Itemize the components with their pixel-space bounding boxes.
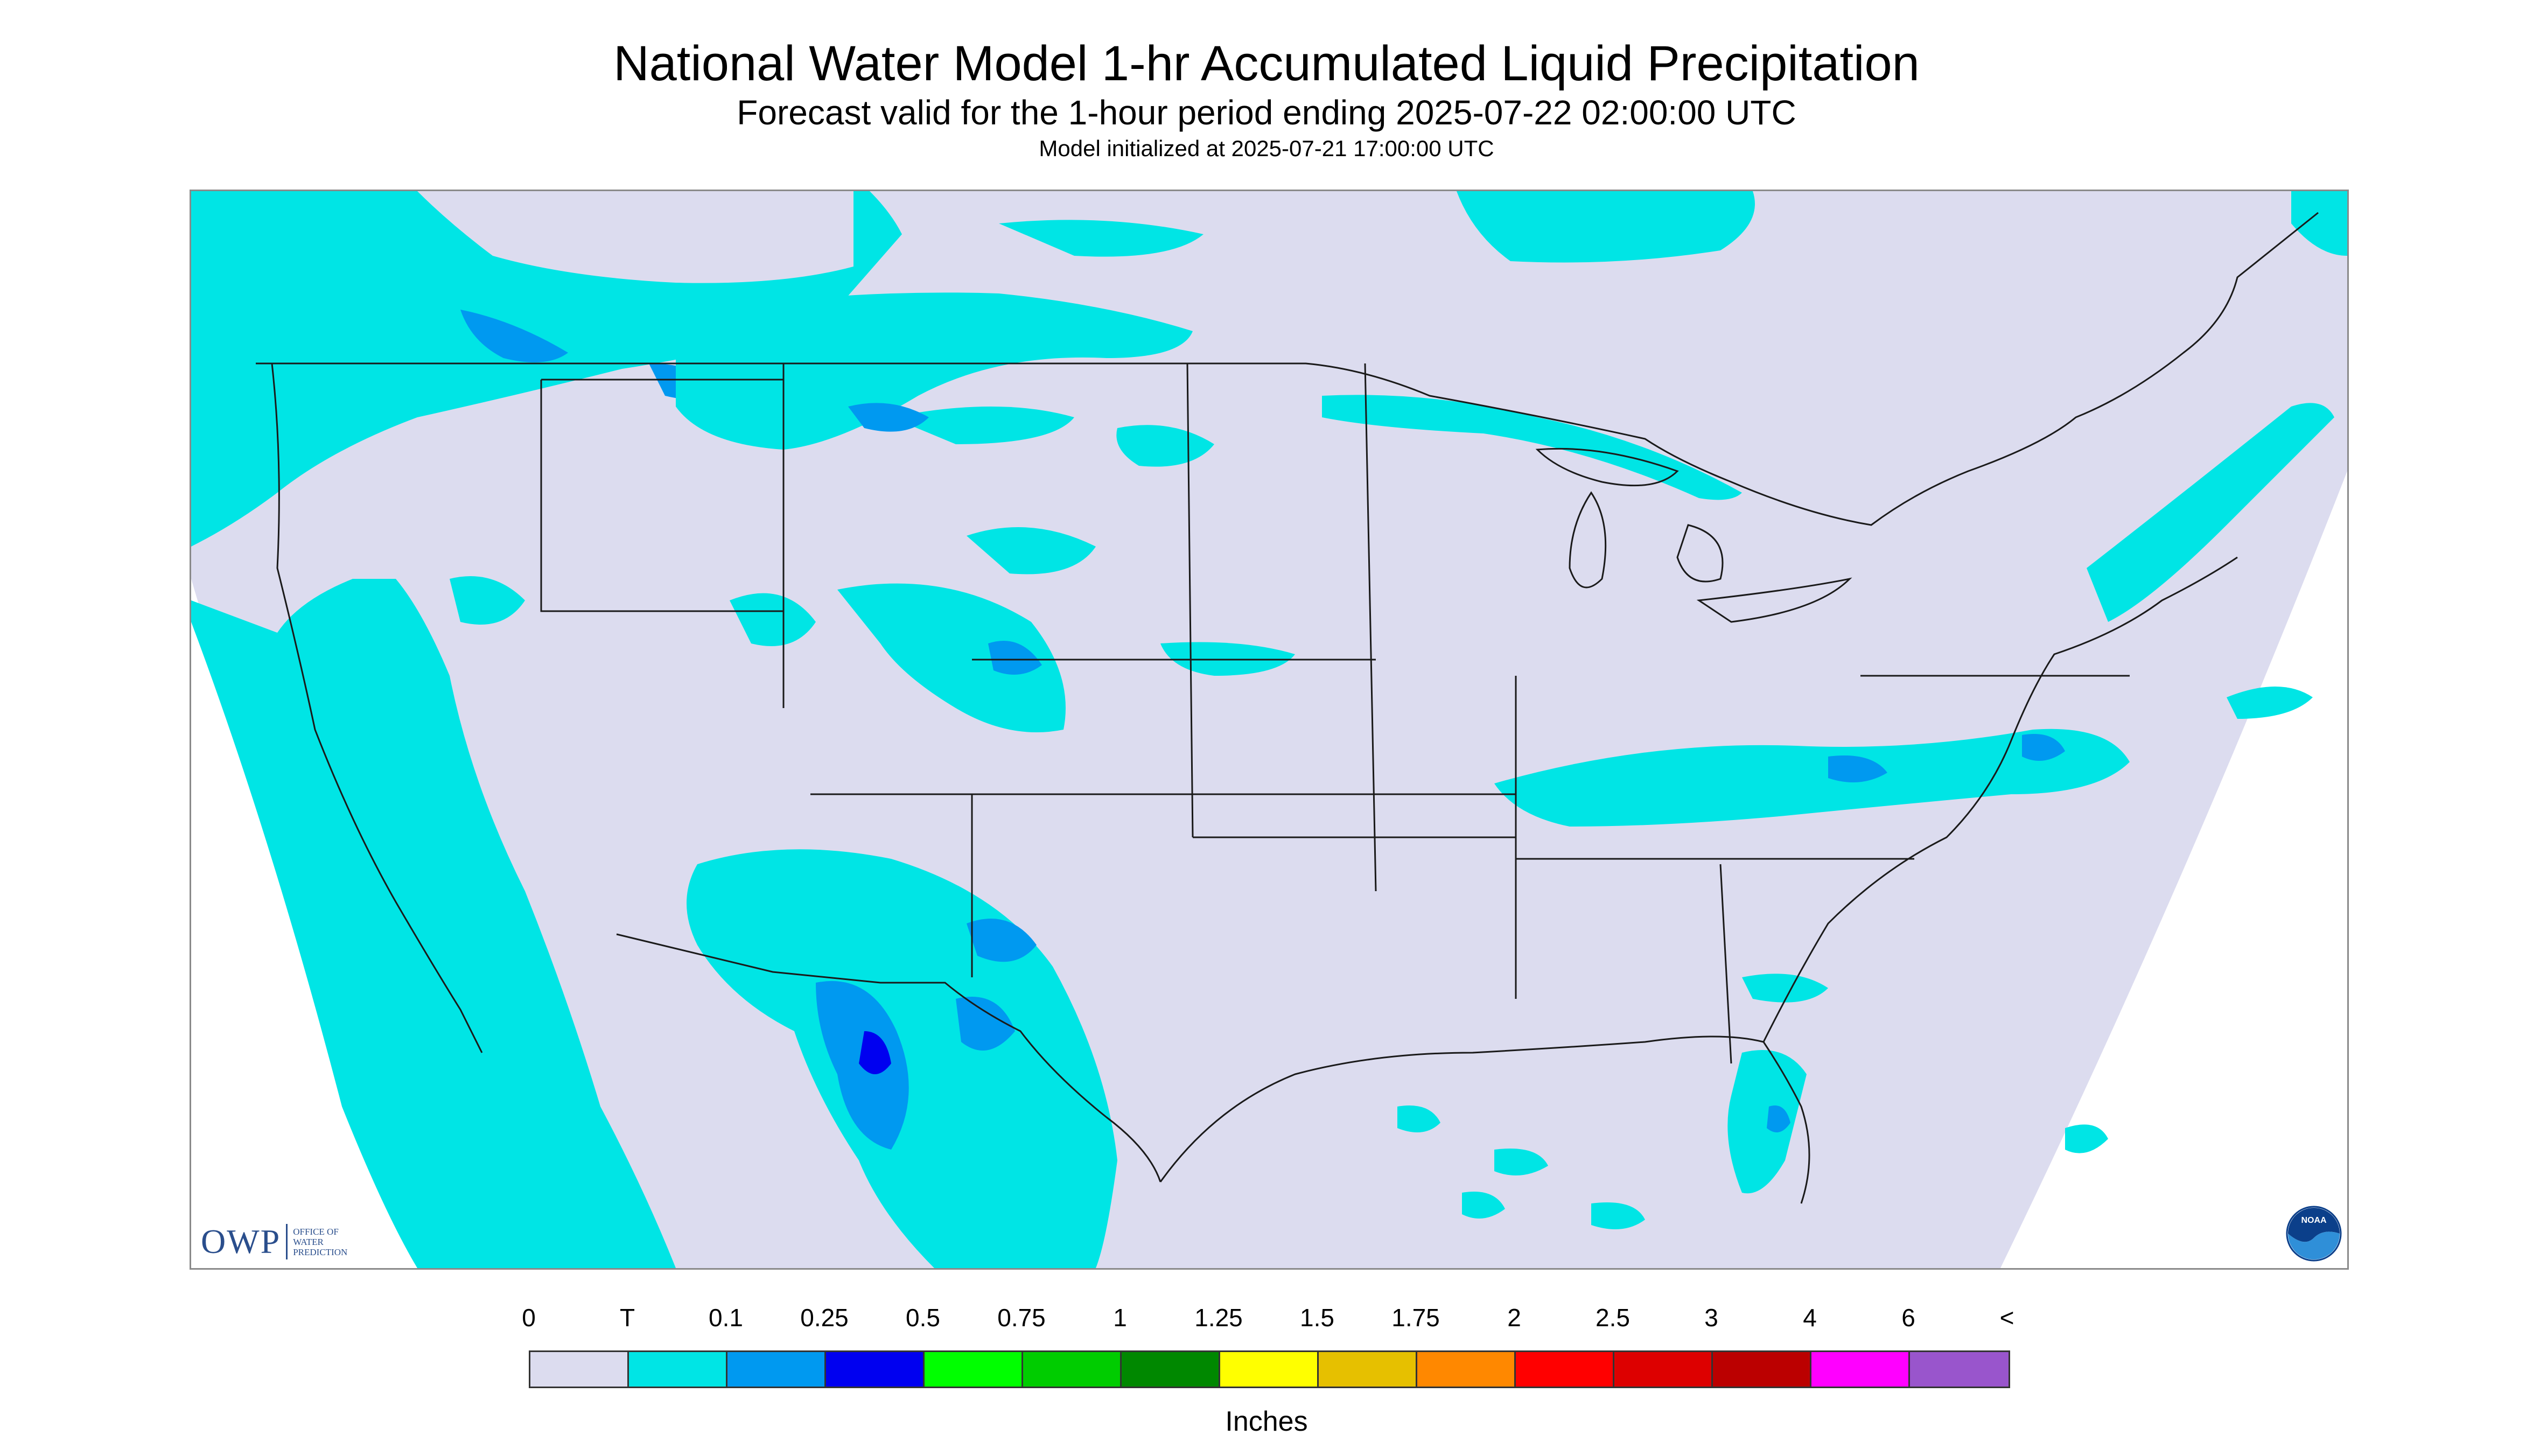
precip-upper-midwest [1322,395,1742,500]
legend-swatch-4 [925,1352,1023,1387]
political-boundaries [256,212,2319,1204]
legend-label-6: 1 [1113,1304,1127,1332]
legend-swatch-6 [1122,1352,1220,1387]
precip-ohio-valley [1494,729,2130,827]
legend-label-7: 1.25 [1194,1304,1243,1332]
precip-nova-scotia [2291,191,2347,256]
legend-label-14: 6 [1901,1304,1915,1332]
precip-florida [1727,1050,1807,1194]
lake-erie [1696,577,1852,623]
legend-swatch-3 [826,1352,925,1387]
legend-label-13: 4 [1803,1304,1817,1332]
owp-logo-line-3: PREDICTION [293,1247,348,1257]
legend-swatch-1 [629,1352,727,1387]
precip-gulf-cell-2 [1494,1149,1548,1175]
precip-florida-moderate [1767,1105,1790,1132]
precip-pacific [191,579,676,1268]
precip-kentucky-moderate [1828,755,1887,782]
legend-swatch-9 [1417,1352,1516,1387]
map-canvas [191,191,2347,1268]
legend-swatch-12 [1713,1352,1811,1387]
state-line-dakotas [1186,363,1194,838]
us-mexico-border [616,933,1161,1182]
precip-chihuahua-moderate [956,997,1015,1051]
owp-logo: OWP OFFICE OF WATER PREDICTION [201,1222,347,1262]
precip-montana-moderate [848,403,929,432]
precip-southdakota [1116,425,1214,467]
precip-newmexico-moderate [967,919,1037,962]
precipitation-areas [191,191,2347,1268]
precip-northwest [191,191,902,547]
legend-label-2: 0.1 [709,1304,743,1332]
legend-label-9: 1.75 [1391,1304,1440,1332]
gulf-coastline [1159,1035,1810,1204]
legend-label-8: 1.5 [1300,1304,1334,1332]
lake-huron [1676,524,1724,583]
legend-label-15: < [1999,1304,2014,1332]
state-line-oregon-nevada [540,379,783,612]
precip-colorado-moderate [988,641,1042,675]
legend-label-5: 0.75 [997,1304,1046,1332]
precip-sonora-heavy [859,1031,891,1074]
precip-montana [676,292,1193,450]
legend-swatch-7 [1220,1352,1319,1387]
legend-color-bar [529,1350,2010,1388]
legend-label-12: 3 [1704,1304,1718,1332]
outside-domain-right [2000,471,2347,1268]
legend-label-3: 0.25 [800,1304,849,1332]
noaa-logo-text: NOAA [2301,1216,2327,1225]
legend-swatch-14 [1910,1352,2009,1387]
legend-units: Inches [1225,1406,1308,1437]
precipitation-map: OWP OFFICE OF WATER PREDICTION NOAA [190,190,2349,1270]
noaa-logo: NOAA [2286,1206,2342,1262]
legend-swatch-0 [530,1352,629,1387]
precip-northeast [2087,403,2334,622]
precip-northwest-moderate [460,310,568,362]
model-init-time: Model initialized at 2025-07-21 17:00:00… [1039,136,1494,161]
outside-domain-left [191,579,471,1268]
legend-swatch-10 [1516,1352,1614,1387]
owp-logo-line-2: WATER [293,1236,324,1247]
legend-label-4: 0.5 [906,1304,940,1332]
precip-canada-1 [999,220,1203,257]
atlantic-coastline [1762,556,2238,1042]
precip-virginia-moderate [2022,734,2065,761]
precip-colorado-north [967,527,1096,575]
map-title: National Water Model 1-hr Accumulated Li… [613,36,1920,91]
owp-logo-letters: OWP [201,1222,281,1261]
map-subtitle: Forecast valid for the 1-hour period end… [737,93,1796,132]
legend-label-11: 2.5 [1596,1304,1630,1332]
legend-swatch-8 [1319,1352,1417,1387]
pacific-coastline [271,363,483,1053]
precip-nevada [450,576,525,625]
precip-utah [730,593,816,646]
legend-swatch-2 [727,1352,826,1387]
legend-swatch-5 [1023,1352,1122,1387]
us-canada-border [256,212,2319,526]
legend-label-10: 2 [1507,1304,1521,1332]
legend-label-1: T [619,1304,635,1332]
lake-superior [1535,447,1679,487]
lake-michigan [1569,491,1607,589]
precip-gulf-coast [1742,974,1828,1003]
precip-gulf-cell-1 [1397,1105,1440,1132]
precip-colorado [837,583,1066,732]
legend-swatch-11 [1614,1352,1713,1387]
owp-logo-subtitle: OFFICE OF WATER PREDICTION [293,1227,347,1257]
state-line-georgia [1719,864,1732,1064]
owp-logo-line-1: OFFICE OF [293,1226,339,1237]
legend-label-0: 0 [522,1304,536,1332]
precip-atlantic-cell [2065,1124,2108,1153]
precip-canada-2 [1457,191,1755,263]
owp-logo-divider [286,1224,288,1259]
precip-gulf-cell-4 [1591,1202,1645,1229]
state-line-mississippi [1364,363,1377,892]
legend-swatch-13 [1811,1352,1910,1387]
precip-atlantic [2227,687,2313,719]
precip-gulf-cell-3 [1462,1192,1505,1219]
precip-montana-south [891,407,1074,444]
